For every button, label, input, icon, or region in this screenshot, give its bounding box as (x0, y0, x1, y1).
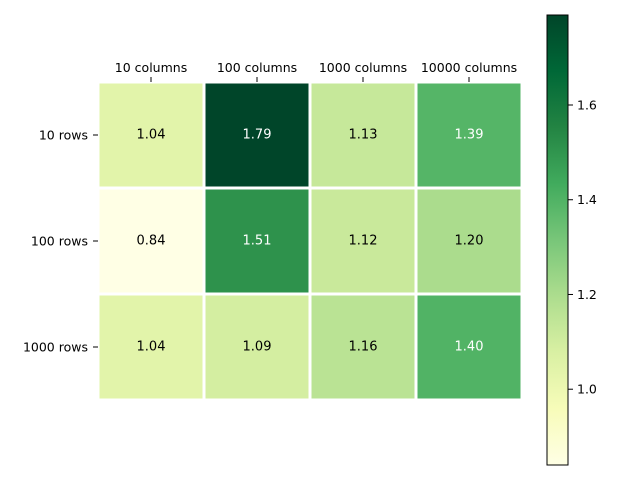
cell-label-r0-c0: 1.04 (137, 128, 166, 143)
cell-label-r1-c1: 1.51 (243, 234, 272, 249)
column-axis: 10 columns 100 columns 1000 columns 10000 c… (115, 60, 517, 82)
column-label-3: 10000 columns (421, 60, 517, 75)
colorbar-tick-label-0: 1.0 (577, 382, 597, 397)
row-label-1: 100 rows (31, 234, 88, 249)
cell-label-r1-c2: 1.12 (349, 234, 378, 249)
cell-label-r2-c1: 1.09 (243, 340, 272, 355)
row-label-2: 1000 rows (23, 340, 88, 355)
cell-label-r0-c1: 1.79 (243, 128, 272, 143)
colorbar-gradient (546, 14, 569, 466)
heatmap-cell-r2-c0 (99, 295, 203, 399)
colorbar-tick-label-1: 1.2 (577, 287, 597, 302)
cell-label-r0-c2: 1.13 (349, 128, 378, 143)
row-label-0: 10 rows (39, 128, 88, 143)
heatmap-cell-r1-c2 (311, 189, 415, 293)
row-axis: 10 rows 100 rows 1000 rows (23, 128, 98, 355)
column-label-2: 1000 columns (319, 60, 407, 75)
cell-label-r1-c3: 1.20 (455, 234, 484, 249)
heatmap-cell-r0-c3 (417, 83, 521, 187)
heatmap-cell-r2-c1 (205, 295, 309, 399)
colorbar-tick-label-2: 1.4 (577, 192, 597, 207)
heatmap-cell-r1-c3 (417, 189, 521, 293)
cell-label-r2-c2: 1.16 (349, 340, 378, 355)
column-label-0: 10 columns (115, 60, 187, 75)
column-label-1: 100 columns (217, 60, 297, 75)
plot-right-gridline (520, 82, 524, 400)
heatmap-cells (99, 82, 524, 400)
heatmap-cell-r0-c0 (99, 83, 203, 187)
cell-label-r1-c0: 0.84 (137, 234, 166, 249)
colorbar-tick-label-3: 1.6 (577, 98, 597, 113)
colorbar: 1.0 1.2 1.4 1.6 (546, 14, 597, 466)
cell-label-r2-c3: 1.40 (455, 340, 484, 355)
heatmap-cell-r1-c0 (99, 189, 203, 293)
heatmap-cell-r1-c1 (205, 189, 309, 293)
cell-label-r2-c0: 1.04 (137, 340, 166, 355)
heatmap-cell-r0-c1 (205, 83, 309, 187)
heatmap-cell-labels: 1.04 1.79 1.13 1.39 0.84 1.51 1.12 1.20 1.04 1.09… (137, 128, 484, 355)
heatmap-cell-r0-c2 (311, 83, 415, 187)
heatmap-cell-r2-c3 (417, 295, 521, 399)
cell-label-r0-c3: 1.39 (455, 128, 484, 143)
heatmap-cell-r2-c2 (311, 295, 415, 399)
